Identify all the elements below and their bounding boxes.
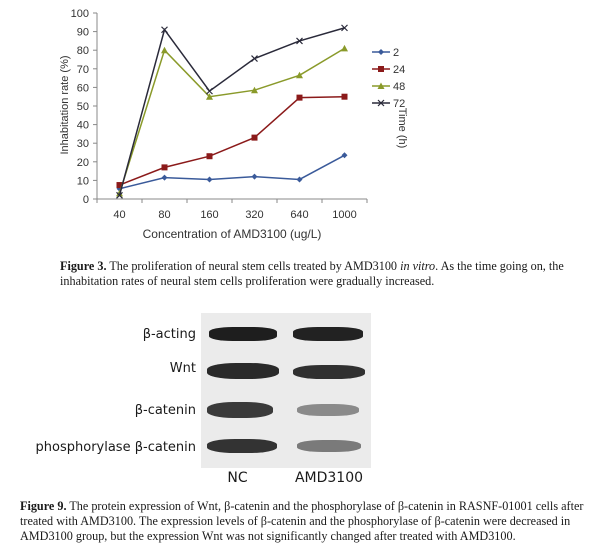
lane-label-amd3100: AMD3100	[294, 470, 364, 486]
data-point-72	[161, 26, 168, 34]
row-label-beta-acting: β-acting	[142, 327, 196, 342]
data-point-24	[341, 93, 348, 100]
legend-label-48: 48	[393, 81, 405, 93]
data-point-72	[116, 191, 123, 199]
series-line-72	[118, 27, 345, 196]
data-point-2	[296, 176, 303, 183]
data-point-24	[296, 94, 303, 101]
series-line-2	[119, 154, 345, 190]
figure9-caption: Figure 9. The protein expression of Wnt,…	[20, 499, 595, 544]
data-point-24	[206, 153, 213, 160]
series-line-48	[118, 47, 345, 194]
row-label-beta-catenin: β-catenin	[134, 403, 196, 418]
band-nc-wnt	[207, 363, 279, 379]
data-point-72	[206, 87, 213, 95]
figure3-caption-text-b: . As the time going on, the inhabitation…	[60, 259, 564, 288]
figure9-caption-label: Figure 9.	[20, 499, 67, 513]
series-line-24	[119, 95, 345, 186]
data-point-24	[116, 182, 123, 189]
y-tick-label: 10	[77, 175, 89, 187]
figure3-caption-text-a: The proliferation of neural stem cells t…	[109, 259, 401, 273]
data-point-72	[251, 55, 258, 62]
data-point-72	[341, 24, 348, 32]
legend-marker-2	[378, 49, 384, 55]
data-point-48	[251, 86, 258, 94]
band-nc-beta-acting	[209, 327, 277, 341]
data-point-2	[161, 174, 168, 181]
x-tick-label: 80	[158, 209, 170, 221]
data-point-2	[251, 173, 258, 180]
x-tick-label: 1000	[332, 209, 356, 221]
x-tick-label: 640	[290, 209, 308, 221]
x-tick-label: 160	[200, 209, 218, 221]
band-amd-beta-acting	[293, 327, 363, 341]
y-tick-label: 50	[77, 101, 89, 113]
y-tick-label: 70	[77, 64, 89, 76]
y-tick-label: 20	[77, 157, 89, 169]
lane-label-nc: NC	[227, 470, 248, 486]
band-nc-beta-catenin	[207, 402, 273, 418]
band-amd-wnt	[293, 365, 365, 379]
row-label-phosphorylase-beta-catenin: phosphorylase β-catenin	[35, 440, 196, 455]
legend-label-2: 2	[393, 47, 399, 59]
legend-marker-24	[378, 66, 384, 72]
figure3-caption: Figure 3. The proliferation of neural st…	[60, 259, 590, 289]
y-tick-label: 100	[71, 8, 89, 20]
figure9-caption-text: The protein expression of Wnt, β-catenin…	[20, 499, 584, 543]
data-point-2	[341, 152, 348, 159]
legend-marker-72	[377, 99, 385, 107]
data-point-48	[296, 71, 303, 79]
data-point-48	[206, 93, 213, 100]
data-point-48	[161, 46, 168, 54]
data-point-2	[206, 176, 213, 183]
y-axis-label: Inhabitation rate (%)	[59, 55, 71, 154]
data-point-48	[341, 44, 348, 52]
band-nc-phosphorylase	[207, 439, 277, 453]
data-point-24	[251, 134, 258, 141]
data-point-72	[296, 37, 303, 45]
legend-title: Time (h)	[396, 108, 408, 149]
y-tick-label: 90	[77, 27, 89, 39]
figure3-caption-label: Figure 3.	[60, 259, 107, 273]
x-tick-label: 320	[245, 209, 263, 221]
western-blot-image	[201, 313, 371, 468]
data-point-24	[161, 164, 168, 171]
band-amd-phosphorylase	[297, 440, 361, 452]
y-tick-label: 60	[77, 82, 89, 94]
y-tick-label: 0	[83, 194, 89, 206]
x-tick-label: 40	[113, 209, 125, 221]
legend-marker-48	[377, 82, 385, 89]
figure3-caption-italic: in vitro	[400, 259, 436, 273]
band-amd-beta-catenin	[297, 404, 359, 416]
legend-label-72: 72	[393, 98, 405, 110]
legend-label-24: 24	[393, 64, 405, 76]
y-tick-label: 80	[77, 45, 89, 57]
y-tick-label: 40	[77, 120, 89, 132]
y-tick-label: 30	[77, 138, 89, 150]
row-label-wnt: Wnt	[169, 361, 196, 376]
x-axis-label: Concentration of AMD3100 (ug/L)	[143, 227, 322, 241]
